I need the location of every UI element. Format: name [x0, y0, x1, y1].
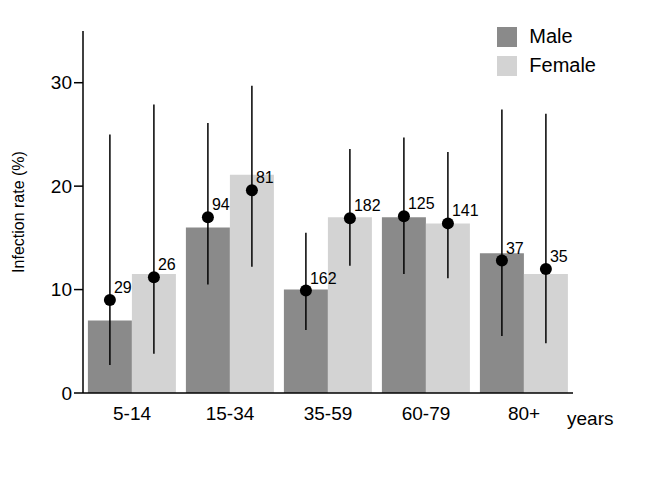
svg-text:Infection rate (%): Infection rate (%) — [10, 151, 27, 273]
svg-text:10: 10 — [51, 279, 72, 300]
svg-text:37: 37 — [506, 240, 524, 257]
html-text:Female: Female — [529, 54, 596, 76]
svg-text:15-34: 15-34 — [206, 403, 255, 424]
html-text:Male: Male — [529, 25, 573, 47]
svg-text:81: 81 — [256, 169, 274, 186]
svg-text:20: 20 — [51, 176, 72, 197]
svg-text:26: 26 — [158, 256, 176, 273]
svg-text:182: 182 — [354, 197, 381, 214]
svg-text:0: 0 — [61, 383, 72, 404]
svg-text:5-14: 5-14 — [113, 403, 151, 424]
svg-text:35: 35 — [550, 248, 568, 265]
svg-text:94: 94 — [212, 196, 230, 213]
svg-text:80+: 80+ — [508, 403, 540, 424]
svg-text:29: 29 — [114, 279, 132, 296]
svg-text:years: years — [567, 408, 613, 429]
svg-text:125: 125 — [408, 195, 435, 212]
svg-text:141: 141 — [452, 202, 479, 219]
svg-text:60-79: 60-79 — [402, 403, 451, 424]
svg-text:30: 30 — [51, 72, 72, 93]
svg-text:162: 162 — [310, 270, 337, 287]
svg-text:35-59: 35-59 — [304, 403, 353, 424]
